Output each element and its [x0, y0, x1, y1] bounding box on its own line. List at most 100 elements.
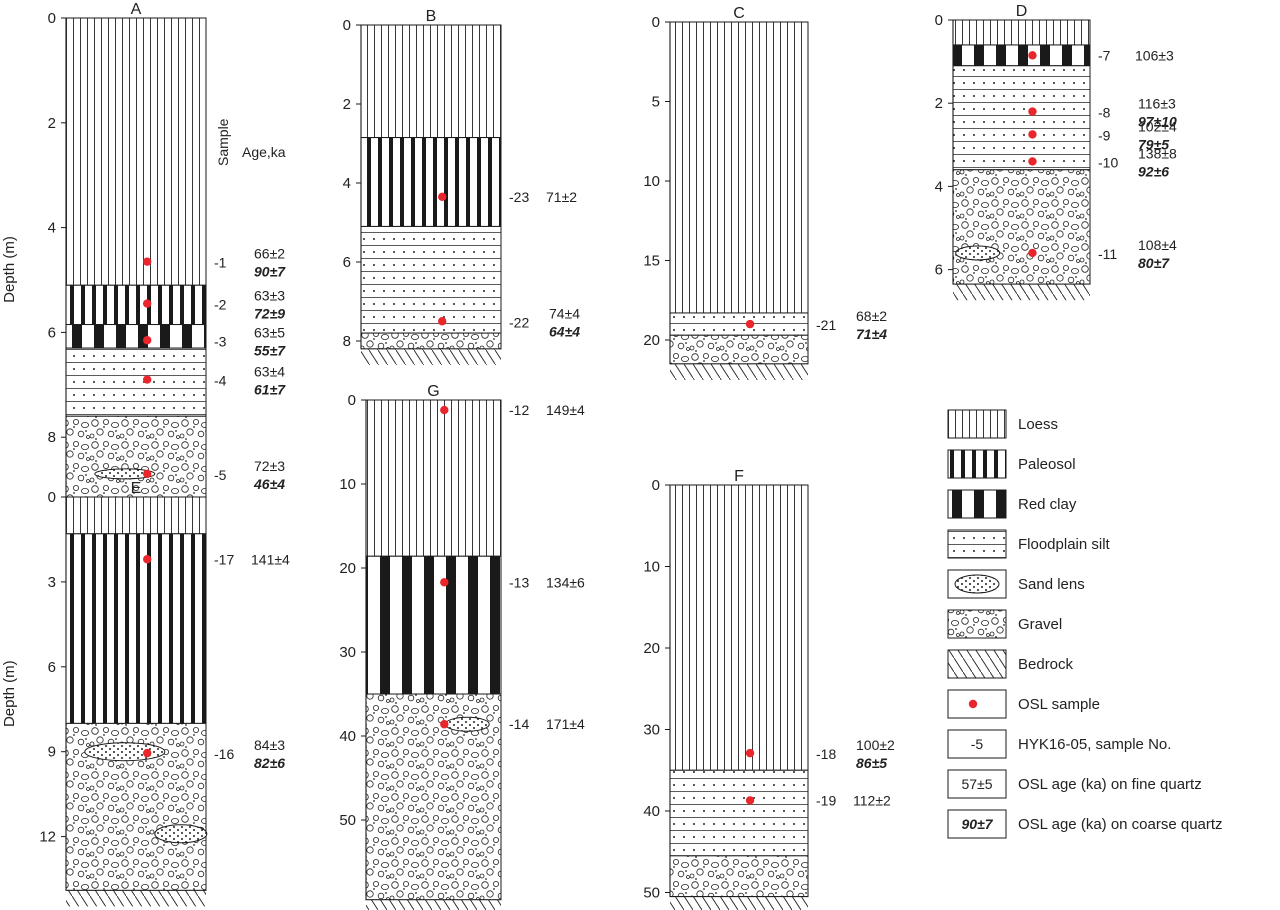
- fine-quartz-age: 63±5: [254, 324, 285, 340]
- layer-bedrock: [366, 899, 501, 910]
- legend-box-text: 57±5: [961, 776, 992, 792]
- coarse-quartz-age: 61±7: [254, 382, 286, 398]
- legend-label: Loess: [1018, 416, 1058, 433]
- legend-swatch: [947, 729, 1007, 759]
- legend-item-silt: Floodplain silt: [947, 529, 1111, 559]
- fine-quartz-age: 138±8: [1138, 145, 1177, 161]
- tick-label: 6: [48, 659, 56, 676]
- legend-label: Floodplain silt: [1018, 536, 1111, 553]
- layer-paleosol: [65, 533, 207, 724]
- fine-quartz-age: 84±3: [254, 737, 285, 753]
- legend-item-fine: 57±5 OSL age (ka) on fine quartz: [947, 769, 1202, 799]
- osl-dot-icon: [968, 699, 978, 709]
- legend-swatch: [947, 769, 1007, 799]
- fine-quartz-age: 108±4: [1138, 237, 1177, 253]
- tick-label: 6: [48, 324, 56, 341]
- osl-sample-dot: [1028, 248, 1037, 258]
- profiles-group: A 0 2 4 6 8 Depth (m) Sample Age,ka -1 66±2 90±7 -2 6…: [1, 1, 1177, 910]
- sample-number: -2: [214, 297, 227, 313]
- legend-item-loess: Loess: [947, 409, 1058, 439]
- osl-sample-dot: [1028, 157, 1037, 166]
- osl-sample-dot: [438, 192, 447, 202]
- fine-quartz-age: 72±3: [254, 458, 285, 474]
- tick-label: 0: [652, 477, 660, 494]
- tick-label: 30: [339, 644, 356, 661]
- legend-item-paleosol: Paleosol: [947, 449, 1076, 479]
- tick-label: 6: [935, 262, 943, 279]
- tick-label: 30: [643, 722, 660, 739]
- fine-quartz-age: 63±4: [254, 364, 285, 380]
- osl-sample-dot: [745, 796, 755, 805]
- layer-gravel: [669, 334, 809, 365]
- sample-number: -19: [816, 792, 836, 808]
- tick-label: 20: [339, 560, 356, 577]
- sand-lens-icon: [954, 574, 1000, 594]
- sand-lens: [444, 716, 490, 732]
- tick-label: 3: [48, 574, 56, 591]
- osl-sample-dot: [438, 317, 447, 326]
- fine-quartz-age: 149±4: [546, 402, 585, 418]
- age-header: Age,ka: [242, 144, 286, 160]
- layer-gravel: [360, 332, 502, 350]
- layer-redclay: [365, 555, 502, 695]
- legend: Loess Paleosol Red clay Floodplain silt Sand…: [947, 409, 1223, 839]
- sample-number: -11: [1098, 246, 1117, 262]
- sample-number: -16: [214, 746, 234, 762]
- tick-label: 2: [935, 95, 943, 112]
- fine-quartz-age: 71±2: [546, 189, 577, 205]
- osl-sample-dot: [1028, 107, 1037, 116]
- layer-bedrock: [670, 363, 808, 380]
- fine-quartz-age: 66±2: [254, 246, 285, 262]
- osl-sample-dot: [143, 469, 152, 479]
- profile-c: C 0 5 10 15 20 -21 68±2 71±4: [643, 5, 887, 380]
- tick-label: 0: [652, 14, 660, 31]
- sample-number: -13: [509, 574, 529, 590]
- legend-label: OSL sample: [1018, 696, 1100, 713]
- tick-label: 8: [343, 333, 351, 350]
- fine-quartz-age: 102±4: [1138, 118, 1177, 134]
- legend-swatch: [947, 449, 1007, 479]
- sample-number: -8: [1098, 105, 1111, 121]
- osl-sample-dot: [1028, 130, 1037, 139]
- layer-loess: [952, 19, 1091, 46]
- legend-swatch: [947, 409, 1007, 439]
- tick-label: 40: [643, 803, 660, 820]
- osl-sample-dot: [143, 299, 152, 308]
- osl-sample-dot: [1028, 51, 1037, 60]
- sand-lens: [955, 245, 1001, 261]
- fine-quartz-age: 112±2: [853, 792, 891, 808]
- profile-b: B 0 2 4 6 8 -23 71±2 -22 74±4 64±4: [343, 8, 580, 365]
- layer-redclay: [65, 324, 207, 349]
- sample-number: -17: [214, 551, 234, 567]
- fine-quartz-age: 134±6: [546, 574, 585, 590]
- legend-item-sampleno: -5 HYK16-05, sample No.: [947, 729, 1171, 759]
- tick-label: 8: [48, 429, 56, 446]
- fine-quartz-age: 74±4: [549, 305, 580, 321]
- tick-label: 20: [643, 640, 660, 657]
- osl-sample-dot: [143, 257, 152, 266]
- layer-silt: [65, 347, 207, 417]
- sample-number: -14: [509, 716, 529, 732]
- sample-header: Sample: [215, 118, 231, 166]
- legend-item-redclay: Red clay: [947, 489, 1077, 519]
- legend-swatch: [947, 609, 1007, 639]
- legend-label: Gravel: [1018, 616, 1062, 633]
- legend-item-bedrock: Bedrock: [947, 649, 1074, 679]
- legend-label: Red clay: [1018, 496, 1077, 513]
- legend-item-sandlens: Sand lens: [947, 569, 1085, 599]
- osl-sample-dot: [745, 748, 755, 758]
- tick-label: 50: [643, 885, 660, 902]
- osl-sample-dot: [143, 555, 152, 564]
- tick-label: 9: [48, 744, 56, 761]
- osl-sample-dot: [440, 578, 449, 587]
- layer-loess: [365, 399, 502, 557]
- layer-paleosol: [65, 284, 207, 326]
- legend-label: OSL age (ka) on coarse quartz: [1018, 816, 1223, 833]
- legend-label: HYK16-05, sample No.: [1018, 736, 1171, 753]
- legend-item-coarse: 90±7 OSL age (ka) on coarse quartz: [947, 809, 1223, 839]
- sample-number: -10: [1098, 154, 1118, 170]
- depth-axis-label: Depth (m): [1, 660, 18, 727]
- layer-bedrock: [66, 890, 206, 907]
- layer-silt: [669, 769, 809, 857]
